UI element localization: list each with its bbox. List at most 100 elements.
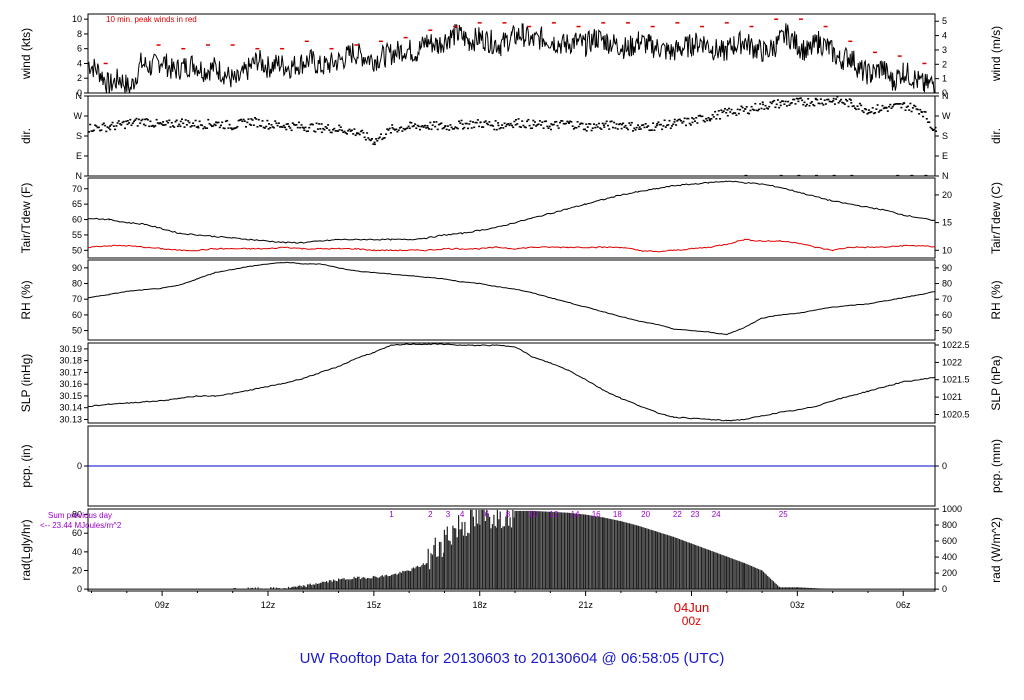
direction-point (224, 120, 227, 123)
direction-point (236, 125, 239, 128)
direction-point (324, 126, 327, 128)
y-tick-label: E (76, 151, 82, 161)
direction-point (680, 120, 682, 122)
direction-point (262, 126, 265, 129)
direction-point (134, 119, 137, 121)
direction-point (925, 118, 928, 120)
y-tick-label: 30.17 (59, 367, 82, 377)
direction-point (794, 103, 797, 105)
direction-point (497, 124, 500, 127)
direction-point (488, 121, 491, 123)
direction-point (112, 125, 115, 127)
direction-point (361, 129, 364, 132)
direction-point (329, 131, 332, 134)
y-tick-label: 0 (77, 461, 82, 471)
series-line-tdew (87, 238, 936, 253)
direction-point (419, 128, 421, 131)
direction-point (338, 124, 341, 127)
direction-point (104, 124, 107, 127)
direction-point (808, 104, 811, 107)
direction-point (468, 123, 471, 125)
direction-point (763, 108, 766, 110)
y-axis-label-right: pcp. (mm) (989, 439, 1003, 493)
y-tick-label: 60 (72, 215, 82, 225)
direction-point (159, 122, 162, 124)
direction-point (311, 123, 314, 126)
direction-point (126, 120, 129, 122)
direction-point (303, 129, 306, 131)
direction-point (442, 127, 445, 129)
direction-point (128, 122, 131, 124)
direction-point (146, 119, 149, 121)
direction-point (715, 118, 718, 120)
y-tick-label: 30.15 (59, 391, 82, 401)
direction-point (740, 105, 743, 108)
direction-point (725, 111, 728, 114)
direction-point (437, 123, 440, 126)
direction-point (168, 119, 171, 122)
direction-point (332, 128, 334, 131)
direction-point (648, 129, 651, 132)
direction-point (109, 125, 111, 127)
direction-point (371, 138, 373, 140)
direction-point (802, 103, 805, 106)
direction-point (532, 119, 535, 122)
direction-point (658, 123, 661, 126)
direction-point (167, 121, 170, 124)
direction-point (424, 124, 426, 127)
direction-point (676, 120, 679, 122)
direction-point (860, 104, 863, 107)
direction-point (744, 108, 747, 110)
direction-point (512, 126, 515, 129)
y-axis-label: dir. (19, 128, 33, 144)
direction-point (622, 122, 625, 125)
direction-point (673, 118, 676, 121)
x-tick-label: 03z (790, 600, 805, 610)
chart-title: UW Rooftop Data for 20130603 to 20130604… (299, 650, 725, 667)
direction-point (402, 127, 405, 130)
y-tick-label-right: 0 (942, 461, 947, 471)
y-tick-label: 40 (72, 547, 82, 557)
direction-point (555, 120, 558, 123)
y-tick-label-right: 1 (942, 74, 947, 84)
direction-point (582, 128, 585, 131)
direction-point (130, 124, 133, 126)
direction-point (285, 128, 288, 131)
direction-point (216, 121, 219, 124)
direction-point (875, 108, 878, 110)
direction-point (492, 125, 495, 127)
direction-point (406, 127, 409, 129)
direction-point (863, 108, 866, 110)
direction-point (454, 126, 457, 128)
direction-point (711, 114, 714, 116)
direction-point (459, 122, 462, 124)
direction-point (705, 117, 708, 120)
direction-point (536, 124, 539, 126)
panel-6: 0 0 pcp. (in) pcp. (mm) (19, 425, 1003, 507)
direction-point (291, 122, 294, 124)
direction-point (514, 124, 517, 126)
direction-point (334, 130, 337, 132)
y-tick-label: 0 (77, 88, 82, 98)
direction-point (880, 109, 883, 111)
y-tick-label: 8 (77, 29, 82, 39)
direction-point (707, 117, 710, 119)
direction-point (604, 122, 607, 125)
direction-point (420, 125, 423, 128)
panel-frame (87, 342, 936, 424)
direction-point (840, 98, 843, 101)
direction-point (566, 120, 569, 123)
direction-point (368, 138, 371, 141)
direction-point (170, 121, 173, 124)
direction-point (703, 120, 706, 123)
direction-point (125, 120, 128, 123)
y-tick-label-right: 200 (942, 568, 957, 578)
direction-point (666, 124, 669, 127)
y-tick-label: 70 (72, 184, 82, 194)
direction-point (237, 119, 240, 122)
direction-point (246, 121, 249, 124)
direction-point (602, 124, 605, 126)
direction-point (451, 128, 454, 130)
direction-point (199, 124, 202, 126)
